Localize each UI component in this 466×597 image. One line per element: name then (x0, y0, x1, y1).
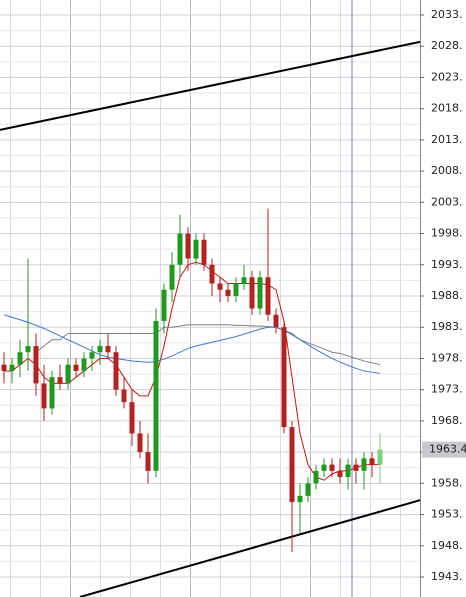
candle-body (249, 277, 255, 309)
y-tick-label: 1983. (431, 320, 463, 333)
y-tick-label: 1998. (431, 227, 463, 240)
candle-body (121, 389, 127, 403)
candle-body (177, 233, 183, 265)
vertical-grid (10, 0, 401, 597)
horizontal-grid (0, 14, 420, 578)
candle-body (105, 345, 111, 353)
candle-body (145, 452, 151, 471)
price-axis: 2033. 2028. 2023. 2018. 2013. 2008. 2003. 1998.… (420, 8, 466, 583)
candle-body (65, 364, 71, 384)
candle-body (289, 427, 295, 503)
candle-body (73, 364, 79, 371)
candle-body (241, 277, 247, 284)
y-tick-label: 1958. (431, 476, 463, 489)
last-price-box (422, 441, 466, 458)
y-tick-label: 1973. (431, 383, 463, 396)
y-tick-label: 2033. (431, 8, 463, 21)
candle-body (169, 264, 175, 290)
candle-body (377, 449, 383, 465)
candle-body (185, 233, 191, 259)
y-tick-label: 2023. (431, 70, 463, 83)
candle-body (361, 458, 367, 471)
candle-body (25, 345, 31, 353)
plot (0, 40, 421, 597)
candle-body (81, 358, 87, 371)
candle-body (321, 464, 327, 471)
y-tick-label: 2028. (431, 39, 463, 52)
candle-body (273, 314, 279, 328)
last-price-label: 1963.4 (429, 443, 466, 456)
trend-line (0, 40, 421, 131)
candle-body (17, 352, 23, 365)
y-tick-label: 1953. (431, 508, 463, 521)
candle-body (257, 277, 263, 309)
candle-body (369, 458, 375, 465)
y-tick-label: 2003. (431, 195, 463, 208)
y-tick-label: 2013. (431, 133, 463, 146)
y-tick-label: 1968. (431, 414, 463, 427)
moving-average-line (3, 314, 381, 374)
y-tick-label: 1948. (431, 539, 463, 552)
candle-body (57, 377, 63, 384)
candle-body (137, 433, 143, 453)
y-tick-label: 1943. (431, 570, 463, 583)
y-tick-label: 2008. (431, 164, 463, 177)
candle-body (281, 327, 287, 428)
candle-body (337, 470, 343, 478)
candle-body (97, 345, 103, 353)
candle-body (113, 352, 119, 390)
candle-body (265, 277, 271, 315)
y-tick-label: 2018. (431, 102, 463, 115)
candle-body (345, 464, 351, 478)
candle-body (89, 352, 95, 359)
candle-body (353, 464, 359, 471)
candle-body (217, 283, 223, 290)
candle-body (209, 264, 215, 284)
y-tick-label: 1978. (431, 351, 463, 364)
candle-body (329, 464, 335, 471)
candle-body (9, 364, 15, 371)
candle-body (49, 377, 55, 409)
candle-body (161, 289, 167, 321)
candle-body (233, 283, 239, 297)
candle-body (305, 483, 311, 496)
candle-body (297, 495, 303, 503)
candle-body (313, 470, 319, 484)
y-tick-label: 1993. (431, 258, 463, 271)
trend-line (79, 499, 421, 597)
candle-body (201, 239, 207, 265)
candle-body (1, 364, 7, 371)
candle-body (33, 345, 39, 384)
candle-body (193, 239, 199, 259)
candle-body (225, 289, 231, 297)
candle-body (41, 383, 47, 409)
moving-average-line (35, 324, 381, 366)
plot-area (0, 0, 420, 597)
candle-body (129, 402, 135, 434)
y-tick-label: 1988. (431, 289, 463, 302)
candle-body (153, 320, 159, 471)
